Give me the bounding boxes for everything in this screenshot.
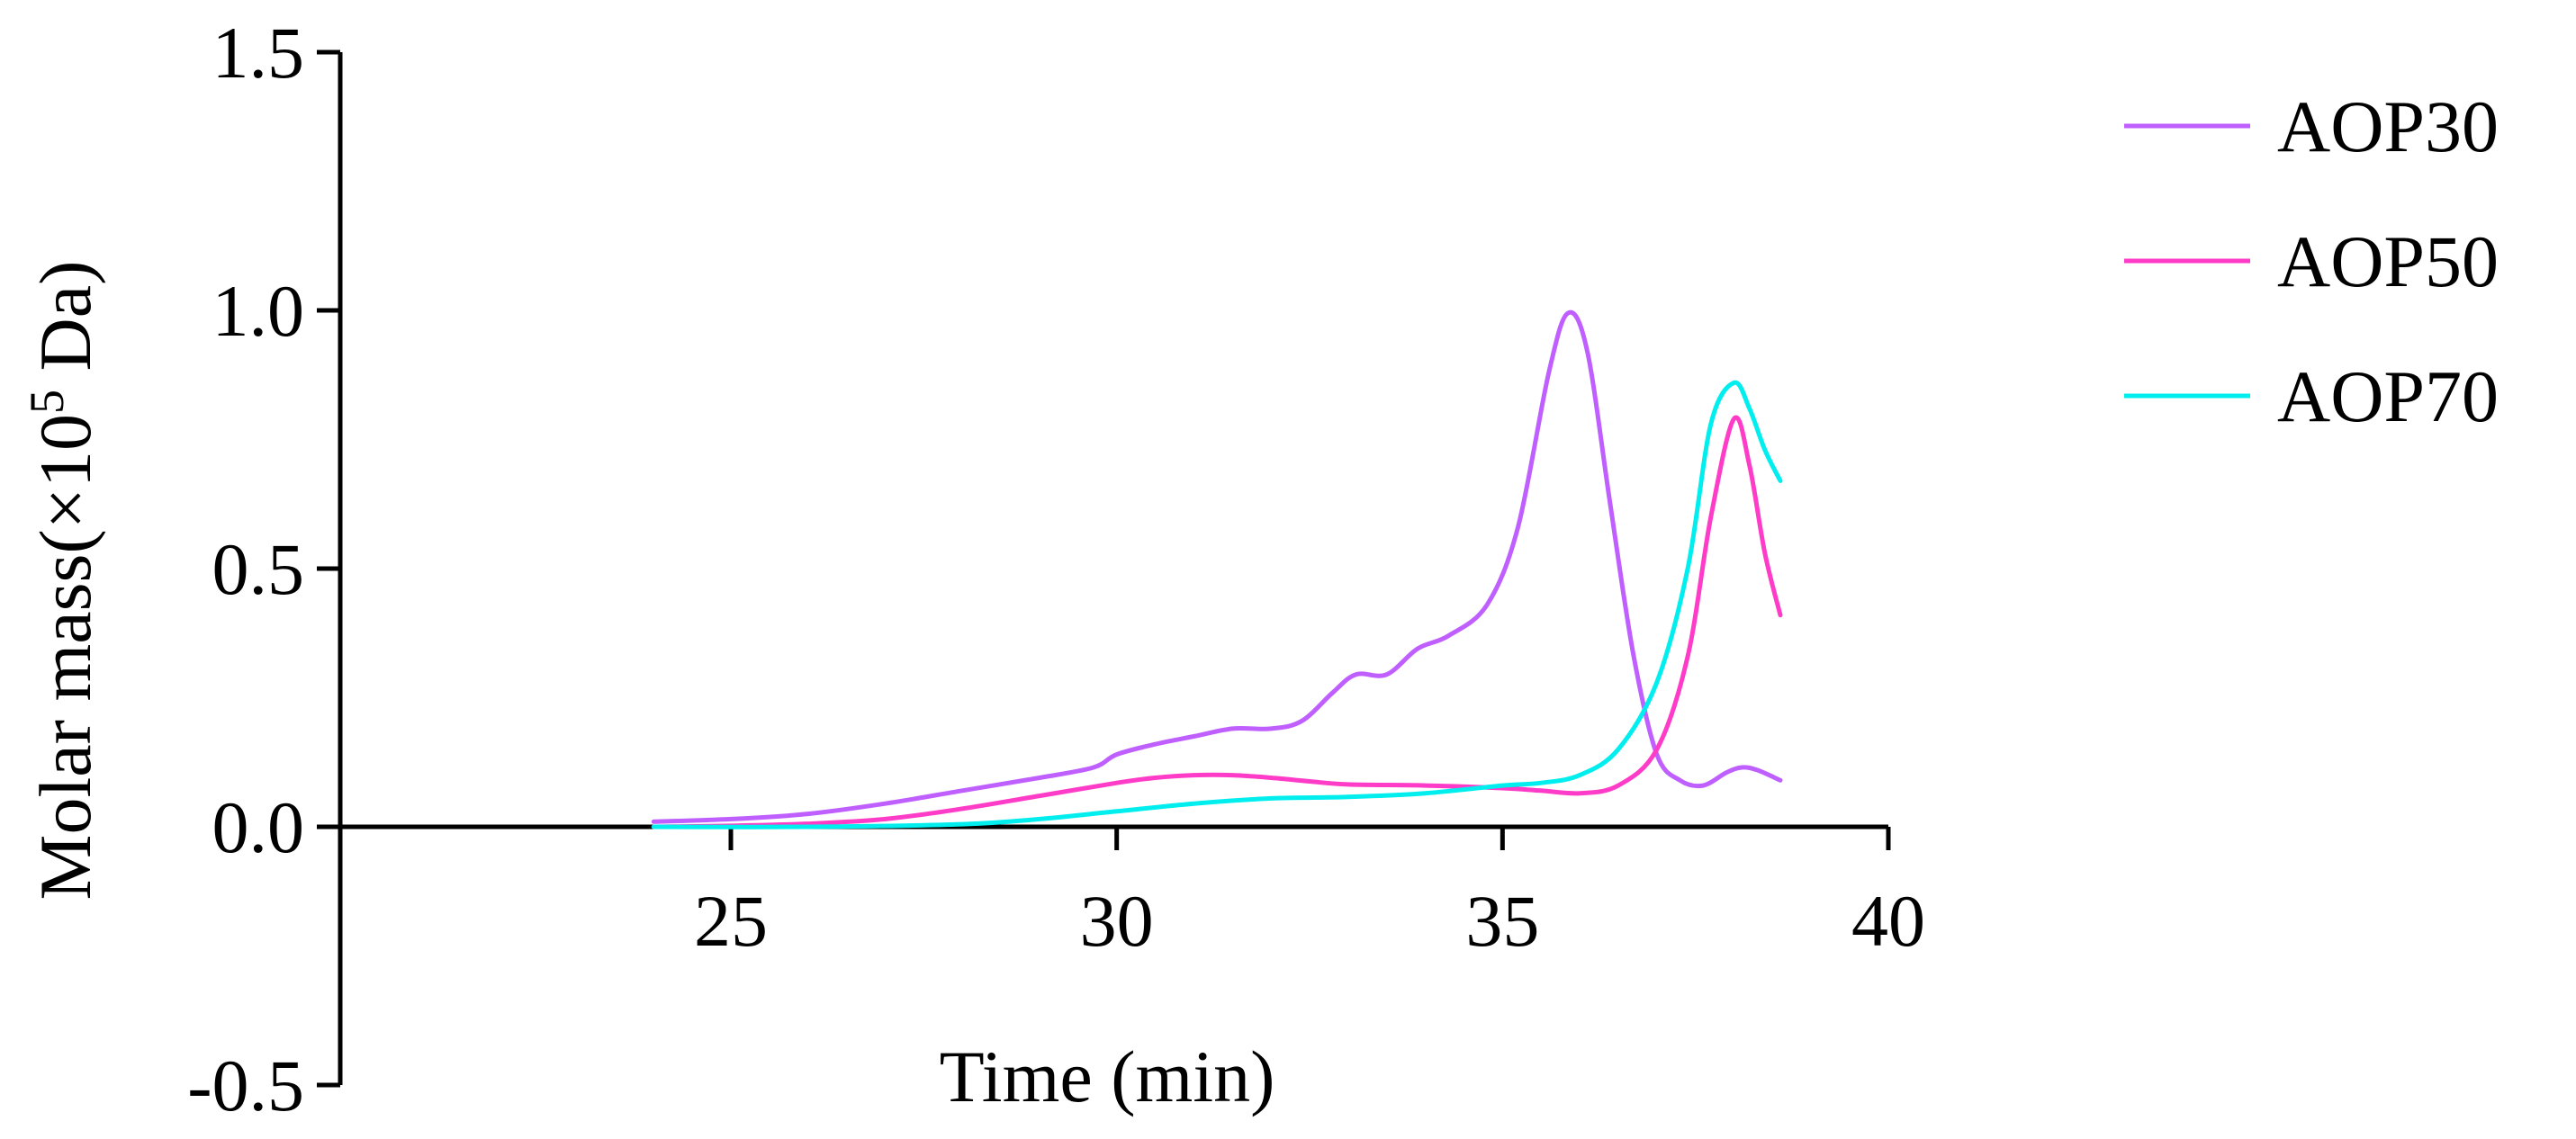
y-tick-label: 1.5 [212,12,305,94]
y-tick-label: 0.5 [212,528,305,610]
x-axis: 25 30 35 40 [340,824,1925,962]
plot-lines [651,309,1783,830]
x-tick-label: 30 [1080,880,1154,962]
y-axis: -0.5 0.0 0.5 1.0 1.5 [187,12,343,1126]
series-line-aop70 [651,380,1783,830]
x-axis-title: Time (min) [940,1036,1275,1117]
y-tick-label: -0.5 [187,1045,304,1126]
y-axis-title-suffix: Da) [24,261,106,390]
legend: AOP30 AOP50 AOP70 [2124,85,2499,437]
series-line-aop30 [651,309,1783,824]
y-tick-label: 0.0 [212,786,305,868]
x-tick-label: 40 [1851,880,1925,962]
y-axis-title-prefix: Molar mass(×10 [24,414,106,900]
y-tick-label: 1.0 [212,270,305,352]
y-axis-title: Molar mass(×105 Da) [20,261,106,901]
x-tick-label: 35 [1465,880,1539,962]
x-tick-label: 25 [694,880,768,962]
legend-label-aop50: AOP50 [2277,220,2499,302]
y-axis-title-superscript: 5 [20,390,74,414]
series-line-aop50 [651,415,1783,830]
legend-label-aop30: AOP30 [2277,85,2499,167]
legend-label-aop70: AOP70 [2277,355,2499,437]
